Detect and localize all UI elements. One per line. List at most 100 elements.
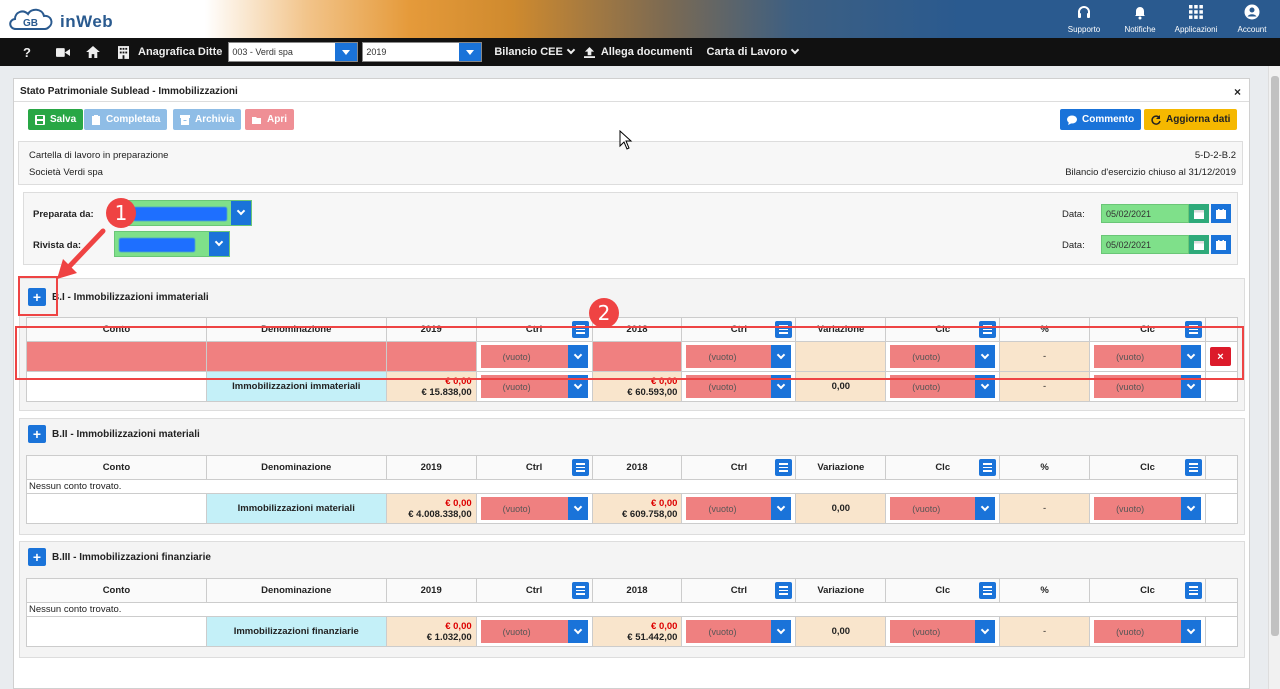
delete-row-button[interactable]: × (1209, 347, 1231, 366)
carta-menu[interactable]: Carta di Lavoro (707, 45, 800, 58)
rivista-calendar-button[interactable] (1189, 235, 1209, 254)
ctrl-select[interactable]: (vuoto) (480, 620, 588, 643)
dropdown-button[interactable] (771, 620, 792, 643)
list-icon[interactable] (1184, 582, 1202, 599)
list-icon[interactable] (775, 582, 793, 599)
dropdown-button[interactable] (1180, 345, 1201, 368)
ctrl-select[interactable]: (vuoto) (480, 497, 588, 520)
denominazione-cell[interactable] (205, 341, 387, 372)
dropdown-button[interactable] (567, 375, 588, 398)
dropdown-button[interactable] (975, 345, 996, 368)
app-logo[interactable]: GB inWeb (4, 4, 124, 34)
archivia-button[interactable]: Archivia (173, 109, 242, 130)
total-2019-top: € 0,00 (445, 620, 472, 632)
anagrafica-label[interactable]: Anagrafica Ditte (138, 46, 223, 58)
allega-documenti-link[interactable]: Allega documenti (583, 46, 693, 58)
list-icon[interactable] (979, 459, 997, 476)
company-select[interactable]: 003 - Verdi spa (228, 42, 359, 62)
ctrl-select[interactable]: (vuoto) (686, 497, 792, 520)
rivista-select[interactable] (114, 231, 230, 257)
conto-cell[interactable] (26, 341, 207, 372)
preparata-dropdown-button[interactable] (231, 201, 251, 225)
dropdown-button[interactable] (567, 497, 588, 520)
accounts-table: Conto Denominazione 2019 Ctrl 2018 Ctrl … (26, 455, 1239, 524)
dropdown-button[interactable] (567, 620, 588, 643)
dropdown-button[interactable] (975, 375, 996, 398)
dropdown-button[interactable] (771, 497, 792, 520)
clc-select[interactable]: (vuoto) (1094, 620, 1201, 643)
value-2019-cell[interactable] (385, 341, 477, 372)
applications-button[interactable]: Applicazioni (1168, 0, 1224, 38)
preparata-select[interactable] (116, 200, 252, 226)
clc-select[interactable]: (vuoto) (890, 375, 996, 398)
ctrl-select[interactable]: (vuoto) (686, 620, 792, 643)
completata-button[interactable]: Completata (84, 109, 168, 130)
scrollbar-thumb[interactable] (1271, 76, 1279, 636)
variazione-value: 0,00 (795, 493, 887, 524)
clc-select[interactable]: (vuoto) (1094, 375, 1201, 398)
clc-select[interactable]: (vuoto) (890, 497, 996, 520)
rivista-calendar-today-button[interactable] (1211, 235, 1231, 254)
conto-cell (26, 493, 207, 524)
aggiorna-dati-button[interactable]: Aggiorna dati (1144, 109, 1238, 130)
add-row-button[interactable]: + (28, 288, 46, 306)
clc-select[interactable]: (vuoto) (890, 345, 996, 368)
chevron-down-icon (980, 380, 990, 389)
notifications-button[interactable]: Notifiche (1112, 0, 1168, 38)
year-select[interactable]: 2019 (362, 42, 483, 62)
page-scrollbar[interactable] (1268, 66, 1280, 689)
comment-icon (1067, 115, 1077, 125)
list-icon[interactable] (1184, 459, 1202, 476)
support-button[interactable]: Supporto (1056, 0, 1112, 38)
company-dropdown-button[interactable] (335, 43, 358, 61)
preparata-calendar-today-button[interactable] (1211, 204, 1231, 223)
rivista-dropdown-button[interactable] (209, 232, 229, 256)
year-dropdown-button[interactable] (459, 43, 482, 61)
dropdown-button[interactable] (771, 375, 792, 398)
preparata-calendar-button[interactable] (1189, 204, 1209, 223)
clc-cell: (vuoto) (1089, 616, 1206, 647)
dropdown-button[interactable] (1180, 620, 1201, 643)
help-button[interactable]: ? (23, 44, 31, 60)
chevron-down-icon (777, 625, 786, 634)
list-icon[interactable] (979, 582, 997, 599)
video-icon[interactable] (54, 43, 72, 61)
dropdown-button[interactable] (975, 497, 996, 520)
save-button[interactable]: Salva (28, 109, 84, 130)
col-ctrl: Ctrl (681, 578, 797, 603)
dropdown-button[interactable] (1180, 497, 1201, 520)
list-icon[interactable] (775, 459, 793, 476)
preparata-date-input[interactable]: 05/02/2021 (1101, 204, 1189, 223)
ctrl-select[interactable]: (vuoto) (686, 345, 792, 368)
total-2018-cell: € 0,00 € 609.758,00 (591, 493, 683, 524)
add-row-button[interactable]: + (28, 425, 46, 443)
home-icon[interactable] (84, 43, 102, 61)
dropdown-button[interactable] (975, 620, 996, 643)
percent-cell: - (999, 371, 1091, 402)
select-value: (vuoto) (1116, 626, 1145, 637)
rivista-label: Rivista da: (33, 240, 82, 251)
apri-button[interactable]: Apri (245, 109, 294, 130)
commento-button[interactable]: Commento (1060, 109, 1142, 130)
account-button[interactable]: Account (1224, 0, 1280, 38)
chevron-down-icon (777, 502, 786, 511)
ctrl-select[interactable]: (vuoto) (686, 375, 792, 398)
refresh-icon (1151, 114, 1161, 125)
add-row-button[interactable]: + (28, 548, 46, 566)
close-icon[interactable]: × (1233, 85, 1241, 99)
clc-select[interactable]: (vuoto) (890, 620, 996, 643)
select-value: (vuoto) (502, 503, 531, 514)
rivista-date-input[interactable]: 05/02/2021 (1101, 235, 1189, 254)
list-icon[interactable] (571, 582, 589, 599)
ctrl-select[interactable]: (vuoto) (480, 345, 588, 368)
dropdown-button[interactable] (567, 345, 588, 368)
total-2018-top: € 0,00 (651, 620, 678, 632)
list-icon[interactable] (571, 459, 589, 476)
dropdown-button[interactable] (1180, 375, 1201, 398)
clc-select[interactable]: (vuoto) (1094, 345, 1201, 368)
clc-select[interactable]: (vuoto) (1094, 497, 1201, 520)
ctrl-select[interactable]: (vuoto) (480, 375, 588, 398)
dropdown-button[interactable] (771, 345, 792, 368)
total-2018-bottom: € 60.593,00 (627, 386, 678, 398)
bilancio-menu[interactable]: Bilancio CEE (494, 45, 576, 58)
